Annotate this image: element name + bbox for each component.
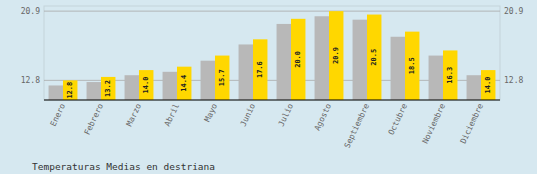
- bar: [49, 85, 63, 100]
- x-tick-label: Agosto: [313, 102, 333, 132]
- bar: [467, 75, 481, 100]
- bar: [125, 75, 139, 100]
- x-tick-label: Abril: [163, 102, 181, 128]
- data-label: 14.0: [484, 77, 492, 94]
- data-label: 12.8: [66, 82, 74, 99]
- data-label: 20.9: [332, 47, 340, 64]
- bar: [443, 50, 457, 100]
- x-tick-label: Septiembre: [343, 102, 372, 150]
- grid-line: [44, 11, 500, 12]
- data-label: 18.5: [408, 57, 416, 74]
- bar: [315, 16, 329, 100]
- chart-container: 12.8 20.9 12.8 20.9 12.8 13.2 14.0 14.4 15.7 17.6…: [0, 0, 537, 174]
- data-label: 13.2: [104, 80, 112, 97]
- chart-svg: 12.8 20.9 12.8 20.9 12.8 13.2 14.0 14.4 15.7 17.6…: [0, 0, 537, 174]
- data-label: 17.6: [256, 61, 264, 78]
- data-label: 14.0: [142, 77, 150, 94]
- y2-tick-label: 20.9: [504, 7, 523, 16]
- x-tick-label: Octubre: [387, 102, 409, 137]
- chart-title: Temperaturas Medias en destriana: [32, 161, 215, 172]
- data-label: 15.7: [218, 69, 226, 86]
- x-tick-label: Marzo: [125, 102, 143, 128]
- x-tick-label: Febrero: [83, 102, 105, 137]
- bar: [239, 44, 253, 100]
- bar: [429, 56, 443, 100]
- x-tick-label: Diciembre: [459, 102, 486, 145]
- bar: [215, 56, 229, 100]
- x-tick-label: Junio: [239, 102, 257, 128]
- bar: [367, 15, 381, 100]
- bar: [291, 19, 305, 100]
- bar: [391, 37, 405, 100]
- bar: [481, 70, 495, 100]
- data-label: 20.5: [370, 49, 378, 66]
- bar: [163, 72, 177, 100]
- y2-tick-label: 12.8: [504, 76, 523, 85]
- bar: [201, 61, 215, 100]
- data-label: 16.3: [446, 67, 454, 84]
- y-tick-label: 20.9: [21, 7, 40, 16]
- data-label: 20.0: [294, 51, 302, 68]
- bar: [63, 80, 77, 100]
- bar: [87, 82, 101, 100]
- x-tick-label: Mayo: [203, 102, 219, 123]
- x-axis-line: [44, 99, 500, 100]
- bar: [353, 20, 367, 100]
- bar: [101, 77, 115, 100]
- x-tick-label: Noviembre: [421, 102, 448, 145]
- y-tick-label: 12.8: [21, 76, 40, 85]
- data-label: 14.4: [180, 75, 188, 92]
- x-tick-label: Julio: [277, 102, 295, 128]
- bar: [405, 32, 419, 100]
- plot-frame: [44, 6, 500, 100]
- bar: [329, 11, 343, 100]
- bar: [253, 39, 267, 100]
- bars: [49, 11, 496, 100]
- bar: [277, 24, 291, 100]
- bar: [177, 67, 191, 100]
- bar: [139, 70, 153, 100]
- x-tick-label: Enero: [49, 102, 67, 128]
